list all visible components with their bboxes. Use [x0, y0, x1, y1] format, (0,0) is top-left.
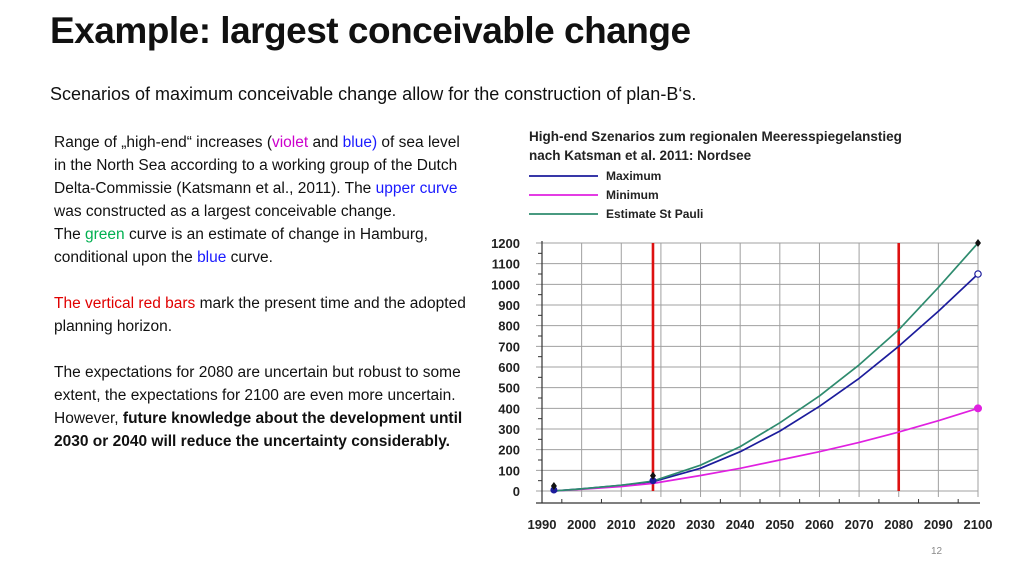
chart-grid	[536, 242, 979, 497]
y-tick-label: 200	[498, 443, 520, 458]
y-tick-label: 1200	[491, 236, 520, 251]
highlight-violet: violet	[271, 134, 309, 151]
chart-legend: Maximum Minimum Estimate St Pauli	[529, 169, 703, 221]
y-tick-label: 900	[498, 298, 520, 313]
x-tick-label: 2060	[805, 517, 834, 532]
x-tick-label: 2070	[845, 517, 874, 532]
point-estimate-2100	[975, 239, 981, 247]
chart-series	[553, 242, 979, 492]
text-run: and	[308, 134, 343, 151]
x-tick-label: 2000	[567, 517, 596, 532]
y-tick-label: 600	[498, 360, 520, 375]
chart-tick-labels: 0 100 200 300 400 500 600 700 800 900 1000 1100 1200…	[491, 236, 992, 532]
paragraph-range: Range of „high-end“ increases (violet an…	[54, 131, 469, 223]
chart-axes	[536, 241, 980, 504]
x-tick-label: 1990	[528, 517, 557, 532]
legend-label: Maximum	[606, 169, 661, 183]
legend-label: Minimum	[606, 188, 659, 202]
chart-markers	[550, 239, 982, 494]
y-tick-label: 500	[498, 381, 520, 396]
text-run: was constructed as a largest conceivable…	[54, 203, 397, 220]
x-tick-label: 2020	[646, 517, 675, 532]
vertical-red-bars	[651, 243, 901, 491]
x-tick-label: 2010	[607, 517, 636, 532]
x-tick-label: 2080	[884, 517, 913, 532]
y-tick-label: 1100	[492, 257, 520, 272]
x-tick-label: 2100	[964, 517, 993, 532]
text-run: curve.	[226, 249, 273, 266]
series-line	[553, 407, 979, 492]
point-present	[649, 477, 657, 485]
text-run: of sea level in the North Sea according …	[54, 134, 460, 197]
highlight-upper-curve: upper curve	[375, 180, 458, 197]
page-number: 12	[931, 546, 943, 557]
highlight-red: The vertical red bars	[54, 295, 196, 312]
x-tick-label: 2030	[686, 517, 715, 532]
y-tick-label: 700	[498, 339, 520, 354]
highlight-blue: blue)	[342, 134, 378, 151]
series-line	[553, 242, 979, 492]
slide-subtitle: Scenarios of maximum conceivable change …	[50, 84, 697, 104]
text-run: curve is an estimate of change in Hambur…	[54, 226, 428, 266]
text-run: The	[54, 226, 86, 243]
explanation-text: Range of „high-end“ increases (violet an…	[54, 131, 469, 453]
legend-label: Estimate St Pauli	[606, 207, 703, 221]
series-line	[553, 273, 979, 492]
y-tick-label: 100	[498, 463, 520, 478]
y-tick-label: 400	[498, 401, 520, 416]
highlight-green: green	[85, 226, 125, 243]
paragraph-green-curve: The green curve is an estimate of change…	[54, 223, 469, 269]
text-run: mark the present time and the adopted pl…	[54, 295, 466, 335]
x-tick-label: 2050	[765, 517, 794, 532]
y-tick-label: 300	[498, 422, 520, 437]
y-tick-label: 0	[513, 484, 520, 499]
chart-title-line-2: nach Katsman et al. 2011: Nordsee	[529, 148, 752, 163]
slide-title: Example: largest conceivable change	[50, 10, 691, 51]
text-run: Range of „high-end“ increases (	[54, 134, 272, 151]
x-tick-label: 2040	[726, 517, 755, 532]
highlight-bold: future knowledge about the development u…	[54, 410, 463, 450]
point-min-2100	[974, 404, 982, 413]
paragraph-red-bars: The vertical red bars mark the present t…	[54, 292, 469, 338]
chart-title-line-1: High-end Szenarios zum regionalen Meeres…	[529, 129, 902, 144]
y-tick-label: 1000	[491, 277, 520, 292]
y-tick-label: 800	[498, 319, 520, 334]
point-max-2100	[974, 270, 982, 278]
point-diamond	[550, 482, 557, 490]
highlight-blue: blue	[197, 249, 227, 266]
text-run: The expectations for 2080 are uncertain …	[54, 364, 461, 427]
point-diamond	[649, 471, 656, 480]
x-tick-label: 2090	[924, 517, 953, 532]
paragraph-expectations: The expectations for 2080 are uncertain …	[54, 361, 469, 453]
